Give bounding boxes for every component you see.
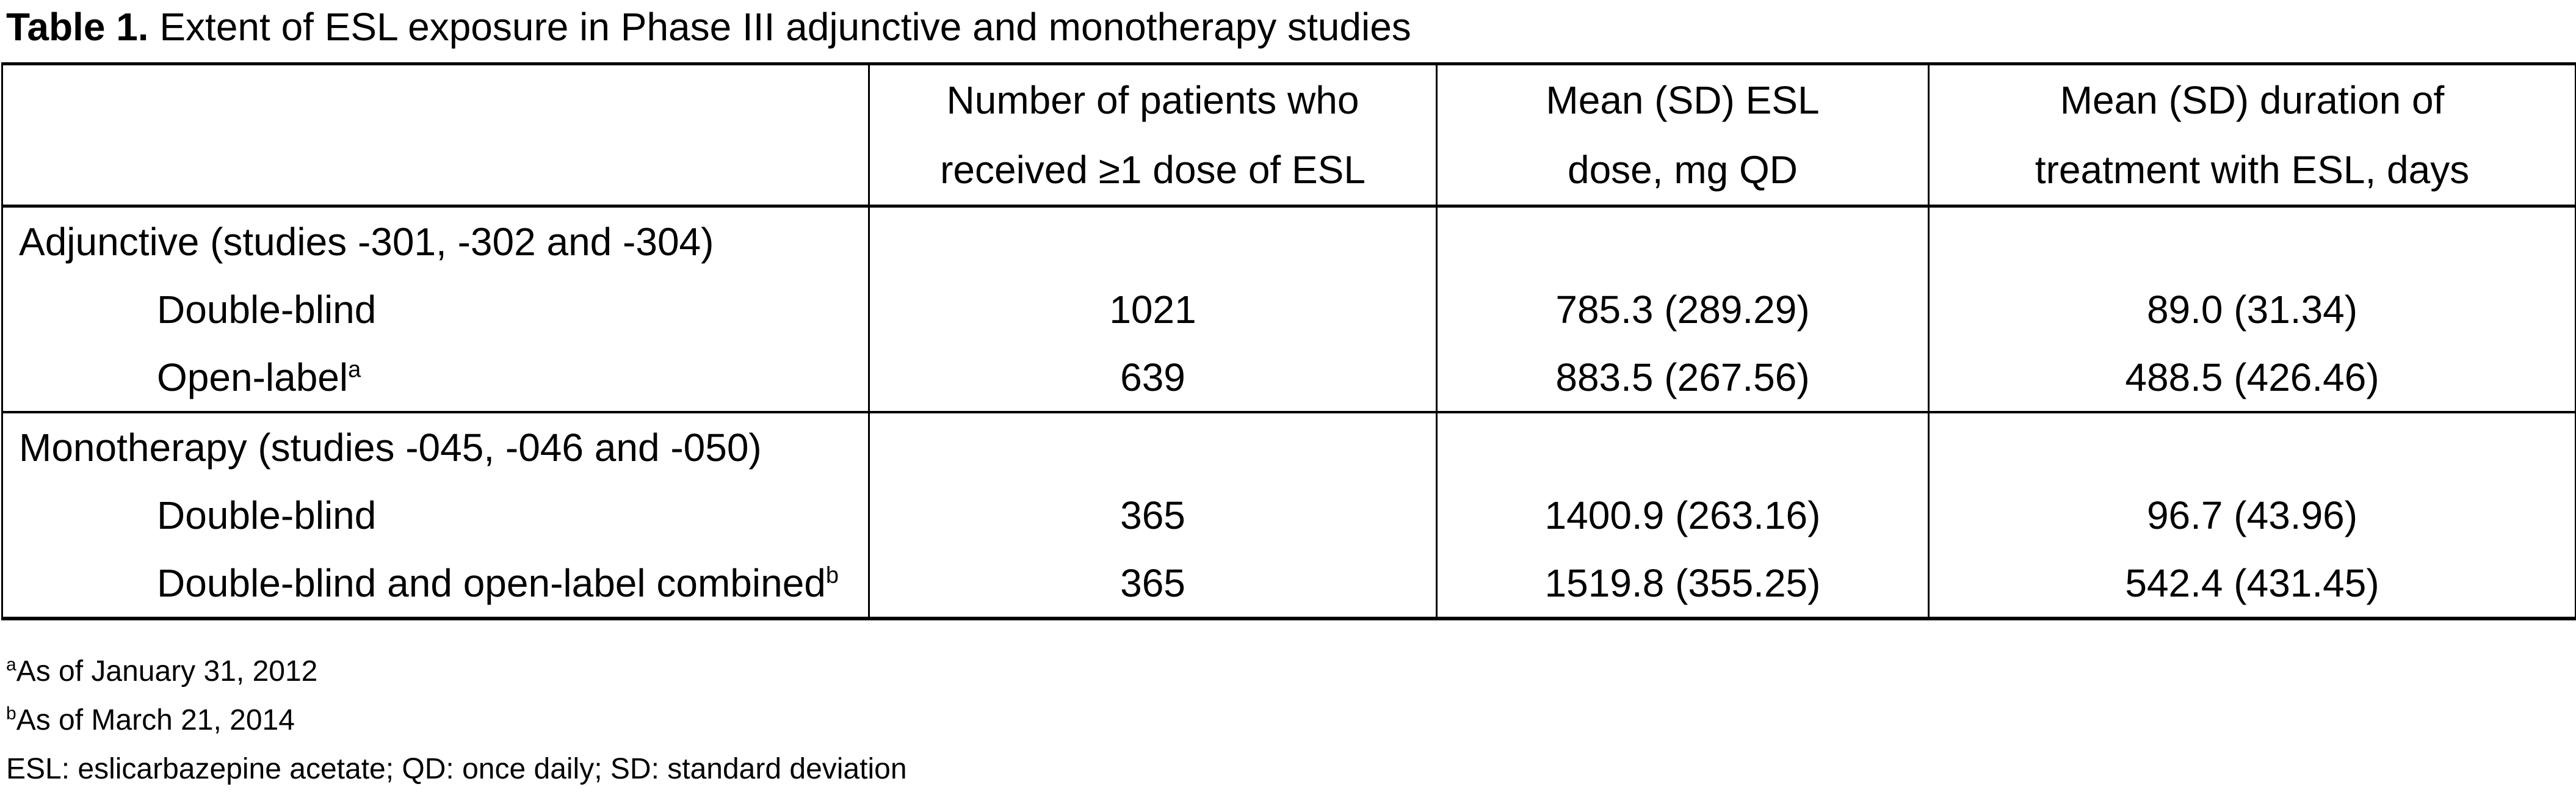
footnote-b: bAs of March 21, 2014 xyxy=(6,696,2576,745)
row-label-text: Double-blind and open-label combined xyxy=(157,561,826,605)
table-title: Table 1. Extent of ESL exposure in Phase… xyxy=(6,4,2576,50)
footnote-b-text: As of March 21, 2014 xyxy=(16,704,295,736)
cell-n: 639 xyxy=(868,343,1437,412)
header-row: Number of patients who received ≥1 dose … xyxy=(2,64,2576,208)
cell-empty xyxy=(1436,206,1929,275)
cell-duration: 488.5 (426.46) xyxy=(1928,343,2576,412)
cell-duration: 89.0 (31.34) xyxy=(1928,275,2576,343)
footnote-a-superscript: a xyxy=(6,655,16,675)
column-header-dose-line2: dose, mg QD xyxy=(1567,148,1798,192)
column-header-patients-line1: Number of patients who xyxy=(946,78,1359,122)
table-row-adjunctive-open-label: Open-labela 639 883.5 (267.56) 488.5 (42… xyxy=(2,343,2576,412)
cell-empty xyxy=(868,411,1437,481)
cell-duration: 542.4 (431.45) xyxy=(1928,549,2576,619)
table-row-monotherapy-double-blind: Double-blind 365 1400.9 (263.16) 96.7 (4… xyxy=(2,481,2576,549)
footnote-b-superscript: b xyxy=(6,703,16,724)
column-header-duration-line1: Mean (SD) duration of xyxy=(2060,78,2445,122)
column-header-dose: Mean (SD) ESL dose, mg QD xyxy=(1436,64,1929,208)
column-header-patients: Number of patients who received ≥1 dose … xyxy=(868,64,1437,208)
row-label: Double-blind and open-label combinedb xyxy=(2,549,869,619)
section-row-adjunctive: Adjunctive (studies -301, -302 and -304) xyxy=(2,206,2576,275)
footnote-a-text: As of January 31, 2012 xyxy=(16,655,318,688)
column-header-duration: Mean (SD) duration of treatment with ESL… xyxy=(1928,64,2576,208)
row-label: Monotherapy (studies -045, -046 and -050… xyxy=(2,411,869,481)
cell-n: 365 xyxy=(868,549,1437,619)
row-label-superscript: b xyxy=(825,562,839,589)
footnotes: aAs of January 31, 2012 bAs of March 21,… xyxy=(6,647,2576,794)
table-row-adjunctive-double-blind: Double-blind 1021 785.3 (289.29) 89.0 (3… xyxy=(2,275,2576,343)
cell-n: 1021 xyxy=(868,275,1437,343)
row-label: Double-blind xyxy=(2,275,869,343)
table-row-monotherapy-combined: Double-blind and open-label combinedb 36… xyxy=(2,549,2576,619)
cell-dose: 785.3 (289.29) xyxy=(1436,275,1929,343)
abbreviations-note: ESL: eslicarbazepine acetate; QD: once d… xyxy=(6,745,2576,794)
cell-empty xyxy=(1928,206,2576,275)
row-label: Open-labela xyxy=(2,343,869,412)
cell-dose: 883.5 (267.56) xyxy=(1436,343,1929,412)
row-label: Double-blind xyxy=(2,481,869,549)
table-title-number: Table 1. xyxy=(6,5,149,49)
section-row-monotherapy: Monotherapy (studies -045, -046 and -050… xyxy=(2,411,2576,481)
row-label-text: Double-blind xyxy=(157,287,377,332)
cell-dose: 1400.9 (263.16) xyxy=(1436,481,1929,549)
column-header-duration-line2: treatment with ESL, days xyxy=(2035,148,2470,192)
esl-exposure-table: Number of patients who received ≥1 dose … xyxy=(1,62,2576,620)
cell-empty xyxy=(868,206,1437,275)
row-label-text: Double-blind xyxy=(157,493,377,537)
table-title-text: Extent of ESL exposure in Phase III adju… xyxy=(148,5,1411,49)
row-label: Adjunctive (studies -301, -302 and -304) xyxy=(19,219,714,264)
column-header-patients-line2: received ≥1 dose of ESL xyxy=(940,148,1366,192)
cell-dose: 1519.8 (355.25) xyxy=(1436,549,1929,619)
column-header-empty xyxy=(2,64,869,208)
abbreviations-text: ESL: eslicarbazepine acetate; QD: once d… xyxy=(6,753,907,785)
cell-duration: 96.7 (43.96) xyxy=(1928,481,2576,549)
cell-empty xyxy=(1928,411,2576,481)
cell-empty xyxy=(1436,411,1929,481)
column-header-dose-line1: Mean (SD) ESL xyxy=(1546,78,1820,122)
row-label-text: Open-label xyxy=(157,355,349,399)
page: Table 1. Extent of ESL exposure in Phase… xyxy=(0,4,2576,806)
cell-n: 365 xyxy=(868,481,1437,549)
row-label-superscript: a xyxy=(348,357,361,383)
footnote-a: aAs of January 31, 2012 xyxy=(6,647,2576,696)
